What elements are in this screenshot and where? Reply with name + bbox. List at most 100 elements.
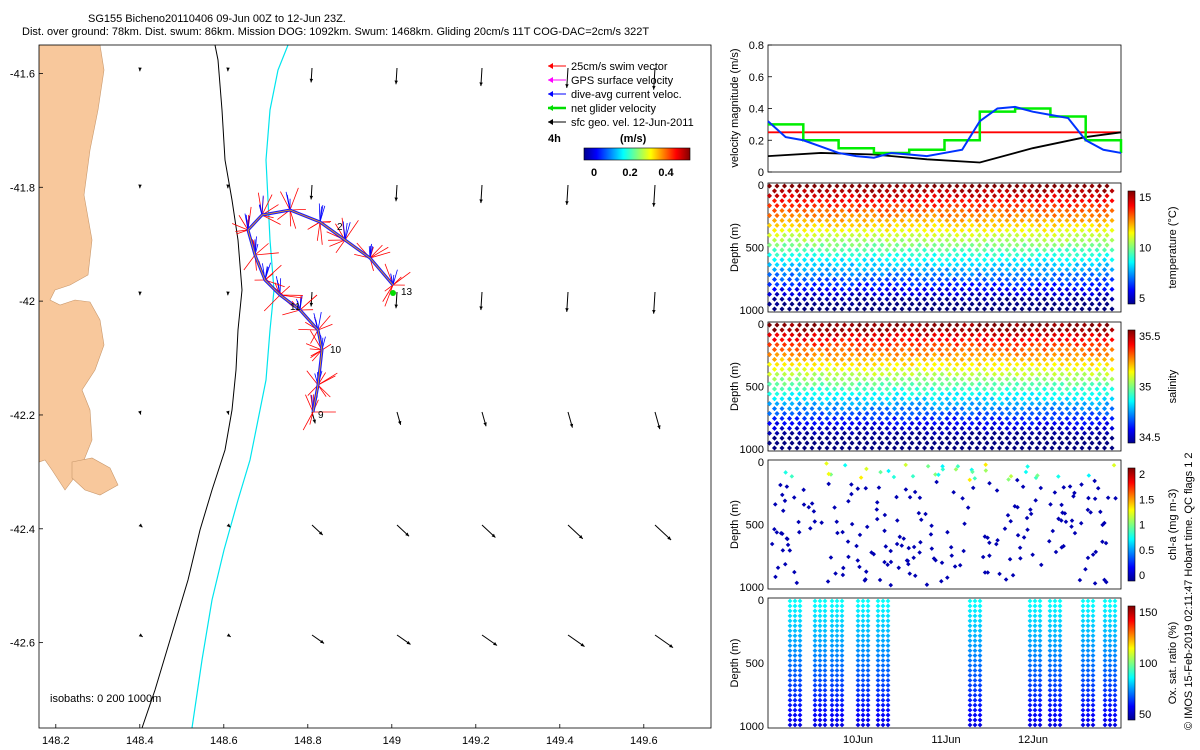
- dive-avg-current-vector: [287, 199, 291, 211]
- profile-dot: [1011, 257, 1018, 263]
- geo-arrow-head: [565, 201, 569, 205]
- profile-dot: [914, 306, 920, 312]
- swim-vector: [232, 223, 249, 231]
- profile-dot: [886, 203, 893, 209]
- time-tick-10jun: 10Jun: [843, 734, 873, 746]
- profile-dot: [856, 203, 863, 209]
- profile-dot: [974, 306, 980, 312]
- colorbar-tick-0: 0: [591, 167, 597, 179]
- profile-dot: [1049, 188, 1055, 194]
- profile-dot: [946, 272, 953, 278]
- profile-dot: [901, 262, 908, 268]
- profile-dot: [984, 203, 990, 209]
- profile-dot: [981, 237, 988, 243]
- geo-arrow-head: [318, 531, 323, 536]
- profile-dot: [961, 301, 968, 307]
- profile-dot: [864, 281, 870, 287]
- profile-dot: [931, 262, 938, 268]
- profile-dot: [781, 203, 788, 209]
- profile-dot: [991, 242, 998, 248]
- profile-dot: [894, 242, 900, 248]
- profile-dot: [1004, 237, 1010, 243]
- track-labels: 2 13 11 10 9: [290, 222, 413, 421]
- profile-dot: [1026, 188, 1033, 194]
- profile-dot: [961, 272, 968, 278]
- profile-dot: [1019, 198, 1025, 204]
- profile-dot: [796, 301, 803, 307]
- dive-avg-current-vector: [318, 203, 321, 223]
- profile-dot: [1029, 203, 1035, 209]
- profile-dot: [931, 301, 938, 307]
- swim-vector: [261, 194, 273, 216]
- profile-dot: [849, 301, 855, 307]
- map-y-tick-label: -42.6: [10, 638, 35, 650]
- profile-dot: [819, 291, 825, 297]
- profile-dot: [789, 203, 795, 209]
- dive-avg-current-vector: [317, 311, 322, 331]
- profile-dot: [796, 291, 803, 297]
- swim-vector: [310, 221, 321, 229]
- section-colorbar-label: Ox. sat. ratio (%): [1167, 622, 1179, 705]
- profile-dot: [774, 262, 780, 268]
- profile-dot: [946, 301, 953, 307]
- profile-dot: [871, 301, 878, 307]
- profile-dot: [1026, 198, 1033, 204]
- profile-dot: [781, 281, 788, 287]
- profile-dot: [969, 203, 975, 209]
- profile-dot: [899, 306, 905, 312]
- profile-dot: [906, 257, 913, 263]
- legend-label: GPS surface velocity: [571, 75, 674, 87]
- profile-dot: [766, 301, 773, 307]
- map-x-tick-label: 149.6: [630, 735, 658, 747]
- profile-dot: [1026, 257, 1033, 263]
- profile-dot: [984, 242, 990, 248]
- track-label-10: 10: [330, 345, 342, 356]
- geo-arrow-head: [479, 82, 483, 87]
- profile-dot: [954, 281, 960, 287]
- profile-dot: [1026, 237, 1033, 243]
- profile-dot: [961, 291, 968, 297]
- geo-arrow-head: [652, 202, 656, 207]
- section-colorbar-tick: 10: [1139, 243, 1151, 255]
- swim-vector: [335, 239, 346, 254]
- profile-dot: [974, 237, 980, 243]
- swim-vector: [289, 187, 299, 211]
- section-colorbar: [1127, 190, 1136, 305]
- section-panel-oxy: 0 500 1000 Depth (m) 150 100 50 Ox. sat. ratio …: [729, 595, 1179, 733]
- geo-arrow-head: [491, 533, 496, 538]
- profile-dot: [924, 272, 930, 278]
- profile-dot: [914, 257, 920, 263]
- section-colorbar-label: salinity: [1167, 369, 1179, 403]
- velocity-panel: 0 0.2 0.4 0.6 0.8 velocity magnitude (m/s): [729, 40, 1123, 179]
- profile-dot: [1006, 272, 1013, 278]
- profile-dot: [871, 291, 878, 297]
- profile-dot: [984, 272, 990, 278]
- profile-dot: [854, 257, 860, 263]
- profile-dot: [969, 291, 975, 297]
- profile-dot: [789, 301, 795, 307]
- profile-dot: [961, 262, 968, 268]
- map-frame: [38, 44, 712, 729]
- section-ylabel: Depth (m): [729, 223, 741, 272]
- profile-dot: [884, 306, 890, 312]
- profile-dot: [864, 242, 870, 248]
- profile-dot: [1019, 306, 1025, 312]
- profile-dot: [1041, 306, 1048, 312]
- profile-dot: [841, 272, 848, 278]
- geo-arrow-head: [405, 532, 410, 537]
- profile-dot: [886, 291, 893, 297]
- profile-dot: [959, 306, 965, 312]
- swim-vector: [298, 328, 319, 331]
- profile-dot: [899, 198, 905, 204]
- profile-dot: [946, 203, 953, 209]
- profile-dot: [879, 301, 885, 307]
- profile-dot: [871, 242, 878, 248]
- profile-dot: [794, 306, 800, 312]
- profile-dot: [1026, 306, 1033, 312]
- section-colorbar-tick: 50: [1139, 709, 1151, 721]
- swim-vector: [319, 221, 323, 245]
- section-colorbar: [1127, 605, 1136, 721]
- profile-dot: [959, 257, 965, 263]
- geo-arrow-head: [652, 309, 656, 314]
- profile-dot: [1006, 291, 1013, 297]
